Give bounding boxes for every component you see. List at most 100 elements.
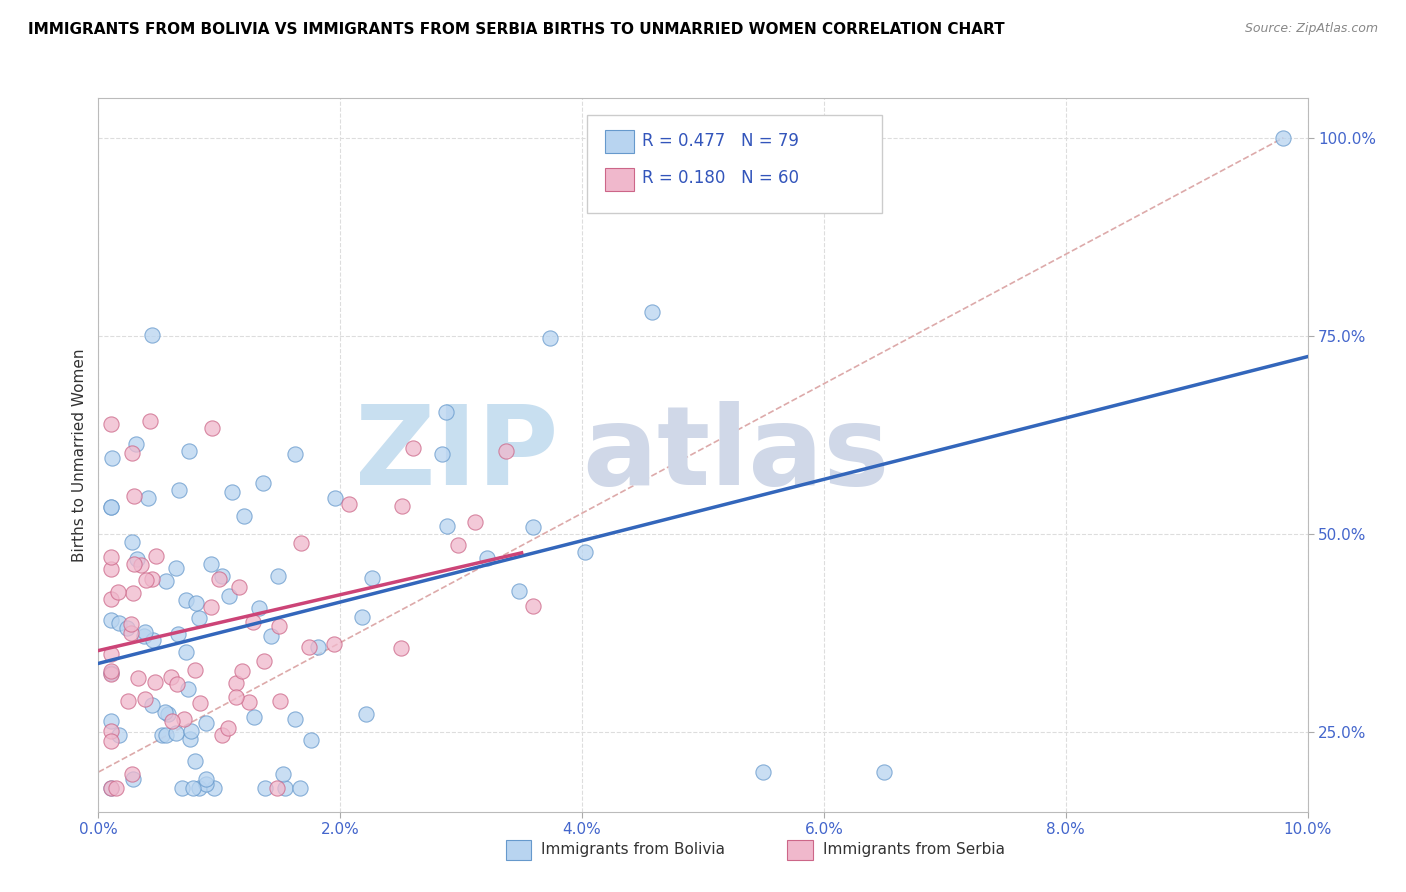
Point [269, 693, 291, 707]
Point [184, 755, 207, 769]
Point [160, 670, 183, 684]
Text: Source: ZipAtlas.com: Source: ZipAtlas.com [1244, 22, 1378, 36]
Point [134, 624, 156, 639]
Point [127, 552, 149, 566]
Point [122, 772, 145, 786]
Point [464, 515, 486, 529]
Point [180, 723, 202, 738]
Point [211, 569, 233, 583]
Text: R = 0.477   N = 79: R = 0.477 N = 79 [643, 132, 799, 150]
Point [100, 714, 122, 729]
Point [352, 609, 374, 624]
Text: atlas: atlas [582, 401, 890, 508]
Point [389, 640, 412, 655]
Y-axis label: Births to Unmarried Women: Births to Unmarried Women [72, 348, 87, 562]
Point [141, 572, 163, 586]
Point [188, 696, 211, 710]
Point [117, 694, 139, 708]
Point [211, 728, 233, 742]
Point [155, 728, 177, 742]
Text: ZIP: ZIP [354, 401, 558, 508]
Point [121, 535, 143, 549]
Point [298, 640, 321, 654]
Point [299, 732, 322, 747]
Point [141, 328, 163, 343]
Point [274, 780, 297, 795]
Point [125, 437, 148, 451]
Point [100, 664, 122, 678]
Point [217, 721, 239, 735]
Point [142, 633, 165, 648]
Point [252, 475, 274, 490]
Point [179, 731, 201, 746]
Point [242, 615, 264, 630]
Point [260, 629, 283, 643]
Point [100, 550, 122, 565]
Point [100, 734, 122, 748]
Point [201, 420, 224, 434]
Point [100, 666, 122, 681]
Point [135, 574, 157, 588]
Point [143, 675, 166, 690]
Point [284, 447, 307, 461]
Point [100, 591, 122, 606]
Point [132, 629, 155, 643]
Point [153, 706, 176, 720]
Point [155, 574, 177, 588]
Point [323, 491, 346, 505]
Point [117, 621, 139, 635]
Point [166, 676, 188, 690]
Point [641, 305, 664, 319]
Point [752, 765, 775, 780]
Point [495, 444, 517, 458]
Point [267, 619, 290, 633]
Point [156, 706, 179, 721]
Point [254, 780, 277, 795]
Point [167, 483, 190, 498]
Point [134, 692, 156, 706]
Point [188, 610, 211, 624]
Point [100, 417, 122, 431]
Point [165, 560, 187, 574]
Text: Immigrants from Serbia: Immigrants from Serbia [823, 842, 1004, 856]
Point [129, 558, 152, 572]
Point [150, 728, 173, 742]
Point [243, 709, 266, 723]
Point [108, 728, 131, 742]
Point [145, 549, 167, 564]
Point [173, 712, 195, 726]
Point [174, 645, 197, 659]
Point [194, 715, 217, 730]
Point [522, 520, 544, 534]
Point [120, 626, 142, 640]
Point [508, 584, 530, 599]
Point [188, 780, 211, 795]
Point [186, 597, 208, 611]
Point [194, 777, 217, 791]
Point [100, 723, 122, 738]
Point [430, 447, 453, 461]
Point [105, 780, 128, 795]
Point [354, 706, 377, 721]
Point [538, 331, 561, 345]
Point [200, 558, 222, 572]
Point [436, 405, 458, 419]
Point [233, 508, 256, 523]
Point [202, 780, 225, 795]
Point [165, 726, 187, 740]
Point [391, 499, 413, 513]
Point [337, 497, 360, 511]
Point [107, 585, 129, 599]
Point [127, 671, 149, 685]
Point [231, 664, 253, 678]
Point [167, 626, 190, 640]
Point [253, 654, 276, 668]
Point [177, 443, 200, 458]
Point [307, 640, 329, 655]
Point [172, 780, 194, 795]
Point [288, 780, 311, 795]
Point [267, 568, 290, 582]
Point [162, 714, 184, 728]
Point [475, 551, 498, 566]
Point [228, 580, 250, 594]
